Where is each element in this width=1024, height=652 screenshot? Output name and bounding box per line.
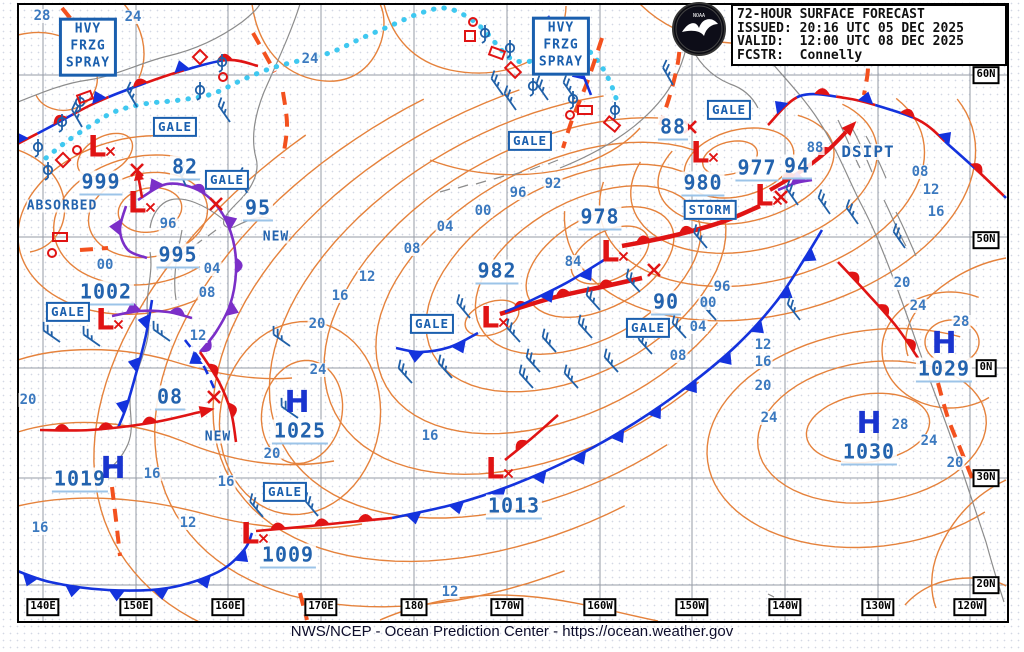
low-position-cross (774, 190, 788, 204)
freezing-spray-icon (42, 162, 54, 181)
freezing-spray-icon (504, 40, 516, 59)
wind-barb (518, 364, 534, 389)
ice-accretion-icon (191, 48, 209, 66)
wind-barb (625, 268, 641, 293)
wind-barb (42, 321, 61, 343)
wind-barb (397, 359, 413, 384)
ice-accretion-icon (72, 145, 82, 155)
wind-barbs-and-symbols (32, 17, 906, 518)
wind-barb (456, 294, 471, 319)
wind-barb (845, 199, 859, 225)
wind-barb (71, 101, 83, 128)
freezing-spray-icon (56, 114, 68, 133)
wind-barb (577, 314, 593, 339)
wind-barb (437, 354, 453, 379)
wind-barb (280, 397, 299, 419)
front-warm-1013 (504, 414, 559, 462)
front-warm-978 (621, 203, 761, 249)
wind-barb (701, 296, 717, 321)
wind-barb (525, 348, 541, 373)
wind-barb (541, 328, 557, 353)
wind-barb (662, 59, 674, 86)
front-warm-1009 (255, 514, 393, 533)
wind-barb (152, 320, 171, 342)
wind-barb (490, 70, 504, 96)
front-warm-982 (499, 275, 643, 317)
wind-barb (785, 180, 799, 206)
wind-barb (505, 318, 521, 343)
wind-barb (563, 364, 579, 389)
front-occluded-spiral-995 (137, 178, 243, 353)
forecast-valid: VALID: 12:00 UTC 08 DEC 2025 (737, 34, 964, 49)
ice-accretion-icon (464, 30, 476, 42)
low-position-cross (209, 197, 223, 211)
noaa-seagull-icon: NOAA (675, 5, 723, 53)
isobars (19, 5, 1007, 621)
wind-barb (786, 295, 801, 321)
forecast-header-box: 72-HOUR SURFACE FORECAST ISSUED: 20:16 U… (731, 4, 1007, 66)
freezing-spray-icon (216, 54, 228, 73)
wind-barb (671, 314, 687, 339)
freezing-spray-icon (32, 139, 44, 158)
weather-fronts (19, 15, 1007, 602)
ice-accretion-icon (602, 115, 622, 133)
ice-accretion-icon (577, 105, 593, 115)
low-position-cross (647, 263, 661, 277)
wind-barb (503, 85, 517, 111)
noaa-logo: NOAA (672, 2, 726, 56)
front-warm-new-low (39, 406, 215, 432)
ice-accretion-icon (218, 72, 228, 82)
wind-barb (126, 81, 138, 108)
front-cold-978 (504, 258, 605, 314)
wind-barb (693, 224, 708, 249)
wind-barb (82, 325, 101, 347)
ice-accretion-icon (487, 45, 507, 61)
wind-barb (585, 286, 601, 311)
front-cold-dissipating (183, 339, 216, 389)
front-cold-bering (546, 15, 593, 96)
ice-accretion-icon (75, 89, 95, 105)
front-warm-995-south (198, 351, 238, 443)
front-warm-coast (837, 261, 920, 359)
motion-arrow (134, 169, 144, 199)
front-stationary-nw (19, 53, 259, 145)
ice-accretion-icon (52, 232, 68, 242)
wind-barb (892, 223, 906, 249)
forecast-issued: ISSUED: 20:16 UTC 05 DEC 2025 (737, 20, 964, 36)
freezing-spray-icon (194, 82, 206, 101)
front-cold-982-sw (395, 331, 479, 363)
front-occluded-arc-995 (109, 205, 148, 260)
ice-accretion-icon (468, 17, 478, 27)
map-border (17, 3, 1009, 623)
wind-barb (217, 97, 231, 123)
forecast-title: 72-HOUR SURFACE FORECAST (737, 7, 925, 22)
low-position-cross (683, 120, 697, 134)
forecaster-name: FCSTR: Connelly (737, 47, 863, 63)
ice-accretion-icon (565, 110, 575, 120)
low-position-cross (207, 390, 221, 404)
freezing-spray-icon (609, 102, 621, 121)
wind-barb (249, 493, 264, 518)
coastlines (19, 5, 1005, 603)
wind-barb (817, 189, 831, 215)
ice-accretion-icon (54, 151, 72, 169)
wind-barb (176, 159, 187, 187)
ice-accretion-icon (503, 60, 523, 80)
front-stationary-alaska (767, 88, 1007, 199)
front-cold-southwest (19, 532, 254, 602)
freezing-spray-icon (479, 25, 491, 44)
front-occluded-1002 (111, 300, 193, 320)
front-cold-japan (116, 299, 154, 429)
svg-text:NOAA: NOAA (693, 13, 705, 19)
wind-barb (272, 325, 291, 347)
footer-credit: NWS/NCEP - Ocean Prediction Center - htt… (290, 623, 734, 640)
wind-barb (535, 75, 549, 101)
ice-accretion-icon (47, 248, 57, 258)
freezing-spray-icon (527, 78, 539, 97)
freezing-spray-icon (567, 91, 579, 110)
wind-barb (603, 348, 619, 373)
